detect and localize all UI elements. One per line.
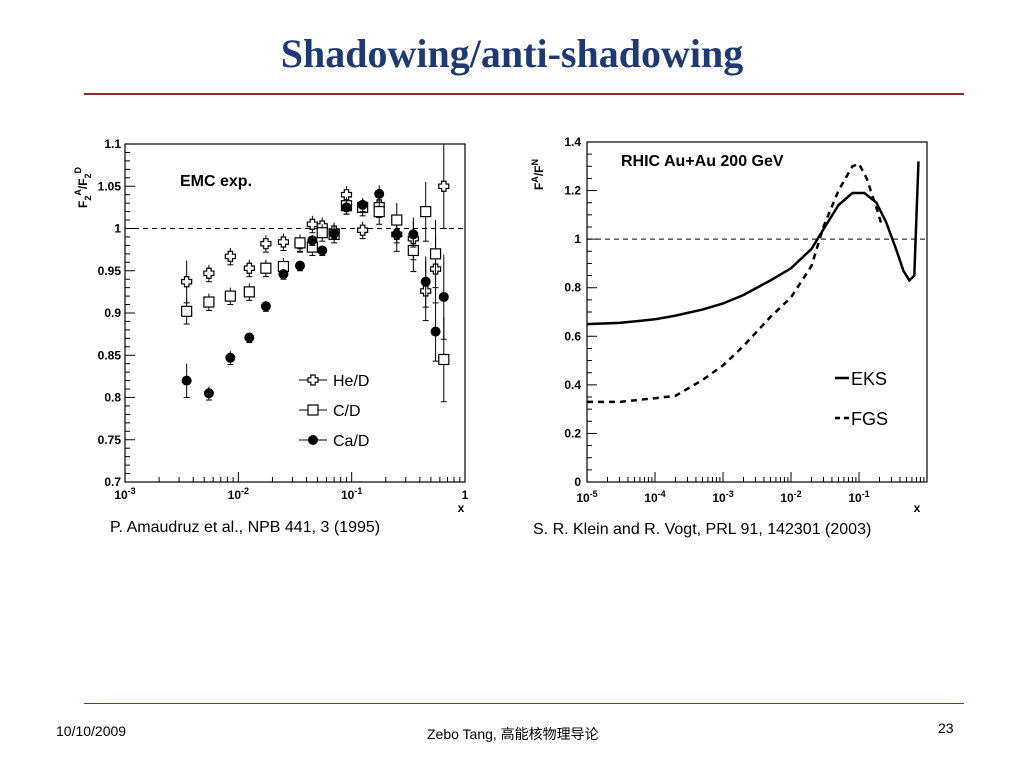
data-point xyxy=(430,326,441,337)
data-point xyxy=(243,262,255,274)
y-tick-label: 0.9 xyxy=(104,306,121,320)
y-tick-label: 0.8 xyxy=(564,281,581,295)
legend-label: FGS xyxy=(851,409,888,429)
legend-marker xyxy=(308,435,318,445)
legend-label: Ca/D xyxy=(333,433,369,450)
data-point xyxy=(294,260,305,271)
data-point xyxy=(306,218,318,230)
data-point xyxy=(373,205,385,218)
tick-label: 10-2 xyxy=(228,486,249,502)
series-ca-d xyxy=(181,185,449,401)
data-point xyxy=(203,388,214,399)
y-axis-label: FA/FN xyxy=(530,159,546,190)
data-point xyxy=(294,237,306,249)
plot-frame xyxy=(124,143,466,483)
rhic-plot: 0 0.2 0.4 0.6 0.8 1 1.2 1.4 10-5 10-4 10-3 10-2 10-1… xyxy=(530,135,928,515)
data-point xyxy=(408,229,419,240)
chart-title: EMC exp. xyxy=(180,173,252,190)
data-point xyxy=(391,214,403,226)
data-point xyxy=(391,229,402,240)
data-point xyxy=(260,238,272,250)
chart-title: RHIC Au+Au 200 GeV xyxy=(621,153,784,170)
left-chart-citation: P. Amaudruz et al., NPB 441, 3 (1995) xyxy=(110,519,381,536)
data-point xyxy=(224,250,236,262)
footer-author: Zebo Tang, 高能核物理导论 xyxy=(427,726,599,742)
data-point xyxy=(244,332,255,343)
plot-frame xyxy=(586,141,928,483)
data-point xyxy=(420,276,431,287)
y-tick-label: 0.75 xyxy=(98,433,122,447)
data-point xyxy=(316,227,328,239)
data-point xyxy=(357,224,369,236)
tick-label: 10-3 xyxy=(114,486,135,502)
y-tick-label: 0.7 xyxy=(104,475,121,489)
y-tick-label: 0.8 xyxy=(104,391,121,405)
y-tick-label: 1 xyxy=(574,232,581,246)
footer-divider xyxy=(84,703,964,704)
emc-chart: 0.7 0.75 0.8 0.85 0.9 0.95 1 1.05 1.1 10-3 10-2 10-… xyxy=(73,137,469,515)
data-point xyxy=(420,205,432,218)
data-point xyxy=(181,305,193,317)
tick-label: 10-5 xyxy=(576,489,597,505)
y-tick-label: 0.6 xyxy=(564,329,581,343)
tick-label: 10-3 xyxy=(712,489,733,505)
data-point xyxy=(260,301,271,312)
data-point xyxy=(438,291,449,302)
series-c-d xyxy=(181,182,450,403)
legend-marker xyxy=(307,404,319,416)
data-point xyxy=(224,290,236,302)
y-axis-label: F2A/F2D xyxy=(73,166,93,208)
y-tick-label: 1.4 xyxy=(564,135,581,149)
y-tick-label: 0.85 xyxy=(98,348,122,362)
data-point xyxy=(181,375,192,386)
y-tick-label: 1.1 xyxy=(104,137,121,151)
x-axis-label: x xyxy=(914,501,921,515)
data-point xyxy=(429,248,442,260)
y-tick-label: 1.05 xyxy=(98,179,122,193)
y-tick-label: 0.95 xyxy=(98,264,122,278)
data-point xyxy=(203,296,215,308)
legend-marker xyxy=(307,374,319,386)
legend-label: EKS xyxy=(851,369,887,389)
slide-title: Shadowing/anti-shadowing xyxy=(280,31,744,76)
data-point xyxy=(243,286,255,298)
tick-label: 1 xyxy=(462,488,469,502)
data-point xyxy=(181,276,193,288)
legend-label: C/D xyxy=(333,403,361,420)
page-number: 23 xyxy=(938,720,954,736)
series-line-fgs xyxy=(587,162,884,404)
tick-label: 10-1 xyxy=(341,486,362,502)
data-point xyxy=(340,189,353,201)
data-point xyxy=(317,245,328,256)
data-point xyxy=(357,199,368,210)
data-point xyxy=(277,236,290,248)
right-chart-citation: S. R. Klein and R. Vogt, PRL 91, 142301 … xyxy=(533,521,872,538)
y-tick-label: 0.2 xyxy=(564,426,581,440)
data-point xyxy=(278,269,289,280)
tick-label: 10-1 xyxy=(848,489,869,505)
tick-label: 10-2 xyxy=(780,489,801,505)
data-point xyxy=(374,188,385,199)
rhic-chart: 0 0.2 0.4 0.6 0.8 1 1.2 1.4 10-5 10-4 10-3 10-2 10-1… xyxy=(530,135,928,515)
y-tick-label: 1.2 xyxy=(564,184,581,198)
data-point xyxy=(438,180,450,192)
emc-plot: 0.7 0.75 0.8 0.85 0.9 0.95 1 1.05 1.1 10-3 10-2 10-… xyxy=(73,137,469,515)
footer-date: 10/10/2009 xyxy=(56,723,127,739)
data-point xyxy=(438,353,450,366)
y-tick-label: 0.4 xyxy=(564,378,581,392)
data-point xyxy=(307,235,318,246)
data-point xyxy=(341,202,352,213)
series-he-d xyxy=(181,144,450,322)
data-point xyxy=(203,267,215,279)
series-line-eks xyxy=(586,161,920,326)
data-point xyxy=(329,228,340,239)
x-axis-label: x xyxy=(458,501,465,515)
y-tick-label: 0 xyxy=(574,475,581,489)
legend-label: He/D xyxy=(333,373,369,390)
data-point xyxy=(260,262,272,274)
y-tick-label: 1 xyxy=(114,222,121,236)
title-divider xyxy=(84,93,964,95)
data-point xyxy=(225,352,236,363)
tick-label: 10-4 xyxy=(644,489,665,505)
